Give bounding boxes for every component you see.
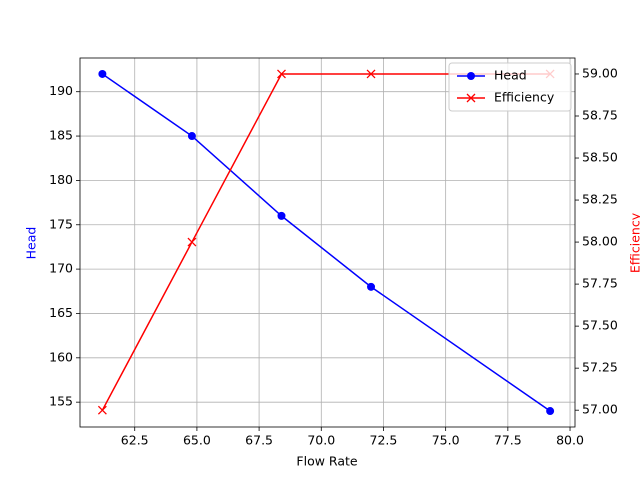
data-point: [367, 282, 376, 291]
legend-marker: [466, 93, 476, 103]
x-tick-label: 70.0: [307, 433, 335, 448]
axes-frame: [79, 57, 576, 428]
y2-tick-label: 59.00: [582, 65, 618, 80]
data-point: [97, 405, 107, 415]
y2-tick-label: 57.50: [582, 318, 618, 333]
y-tick-label: 190: [49, 83, 73, 98]
y-tick-label: 155: [49, 394, 73, 409]
y-tick-label: 170: [49, 261, 73, 276]
x-tick-label: 65.0: [183, 433, 211, 448]
data-point: [277, 69, 286, 79]
x-tick-label: 62.5: [121, 433, 149, 448]
y-tick-label: 175: [49, 216, 73, 231]
legend-label: Efficiency: [494, 90, 555, 105]
y-tick-label: 165: [49, 305, 73, 320]
y2-tick-label: 58.50: [582, 150, 618, 165]
y-axis-label: Head: [24, 227, 39, 260]
legend-label: Head: [494, 68, 527, 83]
legend-marker: [467, 72, 475, 80]
x-tick-label: 80.0: [556, 433, 584, 448]
x-tick-label: 77.5: [494, 433, 522, 448]
data-point: [366, 69, 376, 79]
y-tick-label: 160: [49, 349, 73, 364]
x-tick-label: 67.5: [245, 433, 273, 448]
y2-tick-label: 57.25: [582, 360, 618, 375]
y2-tick-label: 58.00: [582, 234, 618, 249]
y-tick-label: 185: [49, 128, 73, 143]
y-tick-label: 180: [49, 172, 73, 187]
y2-tick-label: 58.75: [582, 107, 618, 122]
data-point: [187, 237, 197, 247]
data-point: [277, 211, 286, 220]
x-tick-label: 72.5: [370, 433, 398, 448]
x-tick-label: 75.0: [432, 433, 460, 448]
data-point: [98, 69, 107, 78]
legend-box: [448, 62, 572, 112]
x-axis-label: Flow Rate: [296, 454, 357, 469]
data-point: [546, 407, 555, 416]
y2-tick-label: 58.25: [582, 192, 618, 207]
y2-axis-label: Efficiency: [628, 212, 640, 273]
y2-tick-label: 57.00: [582, 402, 618, 417]
data-point: [187, 132, 196, 141]
y2-tick-label: 57.75: [582, 276, 618, 291]
